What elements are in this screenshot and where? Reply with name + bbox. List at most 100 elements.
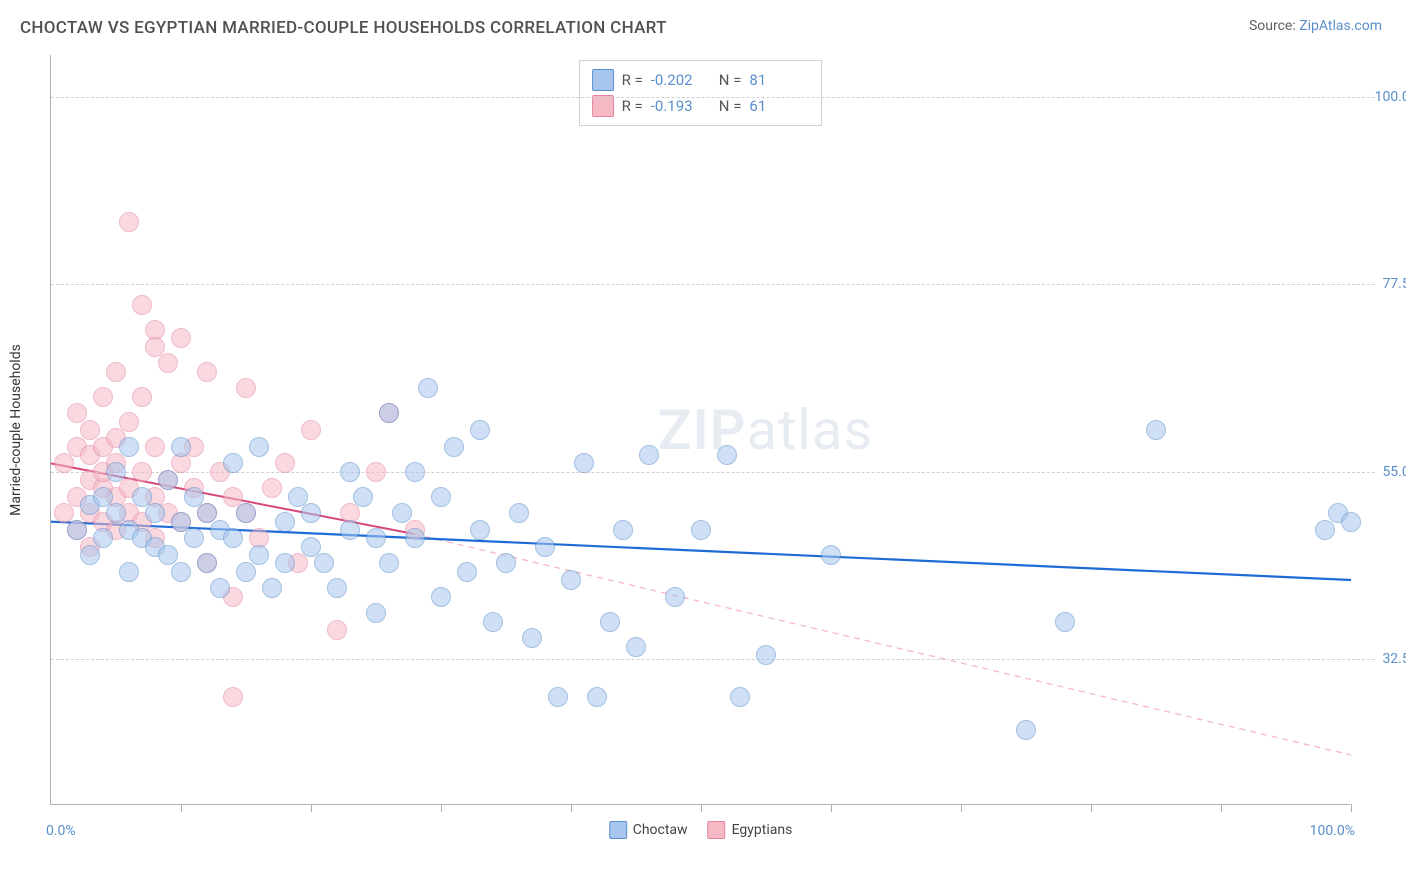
- scatter-point: [145, 437, 165, 457]
- scatter-point: [717, 445, 737, 465]
- swatch-choctaw: [609, 821, 627, 839]
- x-tick: [701, 804, 702, 812]
- scatter-point: [535, 537, 555, 557]
- swatch-egyptians: [708, 821, 726, 839]
- scatter-point: [366, 528, 386, 548]
- x-tick: [831, 804, 832, 812]
- scatter-point: [197, 503, 217, 523]
- scatter-point: [171, 328, 191, 348]
- scatter-point: [262, 578, 282, 598]
- gridline: [51, 659, 1375, 660]
- legend-label-choctaw: Choctaw: [633, 822, 688, 838]
- scatter-point: [197, 362, 217, 382]
- scatter-point: [353, 487, 373, 507]
- scatter-point: [223, 528, 243, 548]
- y-axis-title: Married-couple Households: [8, 344, 24, 516]
- scatter-point: [444, 437, 464, 457]
- scatter-point: [54, 503, 74, 523]
- scatter-point: [314, 553, 334, 573]
- scatter-point: [158, 470, 178, 490]
- scatter-point: [431, 487, 451, 507]
- scatter-point: [639, 445, 659, 465]
- scatter-point: [405, 528, 425, 548]
- scatter-point: [418, 378, 438, 398]
- scatter-point: [132, 387, 152, 407]
- x-tick: [1351, 804, 1352, 812]
- scatter-point: [405, 462, 425, 482]
- scatter-point: [340, 520, 360, 540]
- scatter-point: [184, 528, 204, 548]
- series-legend: Choctaw Egyptians: [609, 821, 793, 839]
- scatter-point: [1055, 612, 1075, 632]
- scatter-point: [93, 528, 113, 548]
- scatter-point: [171, 562, 191, 582]
- y-tick-label: 77.5%: [1362, 276, 1406, 292]
- legend-item-egyptians: Egyptians: [708, 821, 793, 839]
- scatter-point: [548, 687, 568, 707]
- scatter-point: [1315, 520, 1335, 540]
- source-link[interactable]: ZipAtlas.com: [1299, 18, 1382, 34]
- scatter-point: [756, 645, 776, 665]
- scatter-point: [54, 453, 74, 473]
- scatter-point: [496, 553, 516, 573]
- scatter-point: [626, 637, 646, 657]
- scatter-point: [145, 503, 165, 523]
- y-tick-label: 55.0%: [1362, 464, 1406, 480]
- scatter-point: [587, 687, 607, 707]
- scatter-point: [171, 512, 191, 532]
- scatter-point: [288, 487, 308, 507]
- legend-label-egyptians: Egyptians: [732, 822, 793, 838]
- scatter-point: [80, 545, 100, 565]
- scatter-point: [262, 478, 282, 498]
- y-tick-label: 100.0%: [1362, 89, 1406, 105]
- scatter-point: [236, 503, 256, 523]
- scatter-point: [119, 212, 139, 232]
- gridline: [51, 472, 1375, 473]
- y-tick-label: 32.5%: [1362, 651, 1406, 667]
- chart-title: CHOCTAW VS EGYPTIAN MARRIED-COUPLE HOUSE…: [20, 18, 667, 38]
- scatter-point: [106, 462, 126, 482]
- scatter-point: [483, 612, 503, 632]
- gridline: [51, 97, 1375, 98]
- scatter-point: [574, 453, 594, 473]
- scatter-point: [197, 553, 217, 573]
- scatter-point: [275, 553, 295, 573]
- x-tick: [311, 804, 312, 812]
- scatter-point: [457, 562, 477, 582]
- scatter-point: [184, 487, 204, 507]
- scatter-point: [392, 503, 412, 523]
- scatter-point: [366, 603, 386, 623]
- legend-item-choctaw: Choctaw: [609, 821, 688, 839]
- scatter-point: [158, 353, 178, 373]
- x-tick: [571, 804, 572, 812]
- x-tick: [1091, 804, 1092, 812]
- scatter-point: [119, 437, 139, 457]
- x-tick: [181, 804, 182, 812]
- scatter-point: [431, 587, 451, 607]
- scatter-point: [691, 520, 711, 540]
- scatter-point: [210, 578, 230, 598]
- scatter-point: [249, 545, 269, 565]
- scatter-point: [470, 520, 490, 540]
- scatter-point: [730, 687, 750, 707]
- scatter-point: [145, 337, 165, 357]
- gridline: [51, 284, 1375, 285]
- scatter-point: [275, 453, 295, 473]
- scatter-point: [327, 620, 347, 640]
- scatter-point: [665, 587, 685, 607]
- x-axis-min-label: 0.0%: [46, 823, 76, 839]
- trend-line: [415, 534, 1351, 755]
- scatter-point: [1341, 512, 1361, 532]
- scatter-point: [509, 503, 529, 523]
- x-tick: [441, 804, 442, 812]
- scatter-point: [301, 537, 321, 557]
- scatter-point: [171, 437, 191, 457]
- scatter-point: [327, 578, 347, 598]
- scatter-point: [236, 378, 256, 398]
- scatter-point: [301, 503, 321, 523]
- scatter-point: [223, 487, 243, 507]
- scatter-point: [613, 520, 633, 540]
- scatter-point: [561, 570, 581, 590]
- scatter-point: [275, 512, 295, 532]
- scatter-point: [249, 437, 269, 457]
